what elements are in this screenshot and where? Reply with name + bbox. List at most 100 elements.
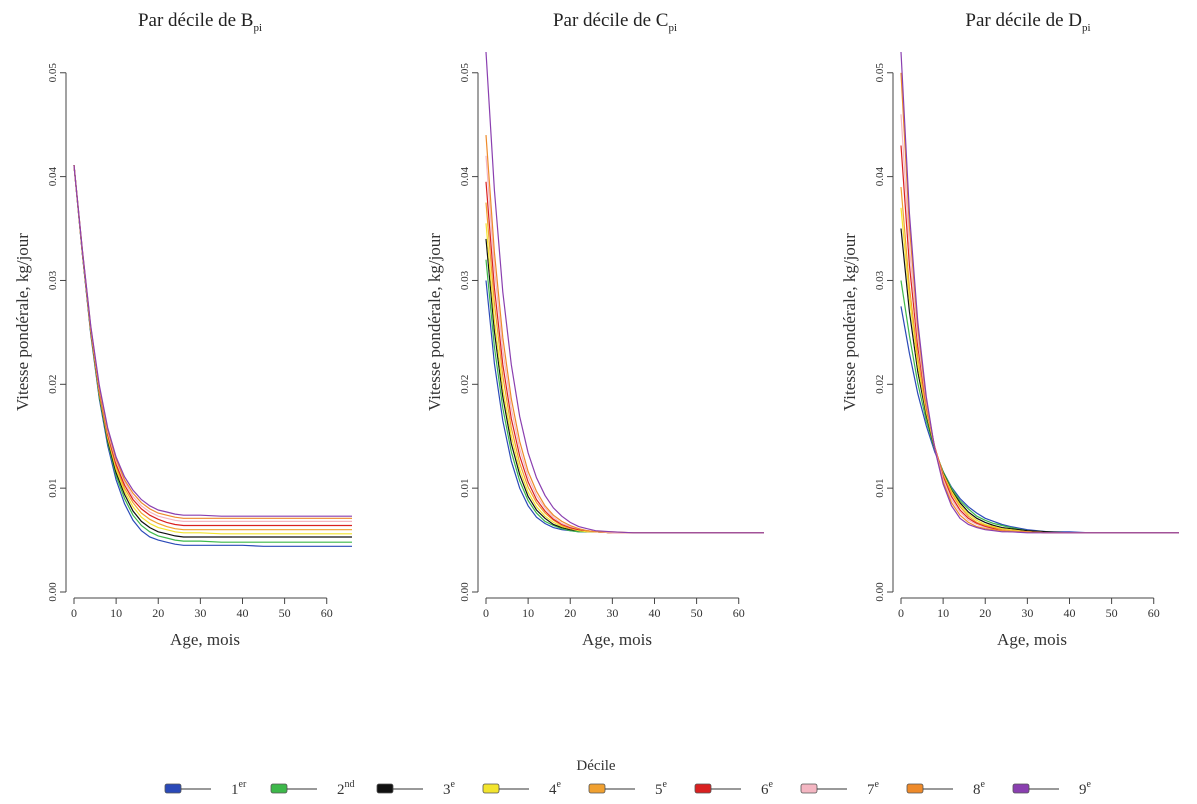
panel-title-b-text: Par décile de B (137, 10, 254, 31)
legend-title: Décile (576, 758, 615, 774)
x-tick-label: 10 (937, 606, 949, 620)
legend-swatch (906, 783, 924, 794)
series-line-6 (485, 181, 764, 534)
x-tick-label: 30 (1021, 606, 1033, 620)
legend-label: 7e (867, 779, 880, 798)
panel-title-c-text: Par décile de C (552, 10, 669, 31)
panel-title-b: Par décile de Bpi (20, 10, 380, 34)
series-line-9 (485, 51, 764, 534)
y-tick-label: 0.05 (47, 63, 59, 83)
y-tick-label: 0.03 (47, 270, 59, 290)
panel-1: 0.00 0.01 0.02 0.03 0.04 0.05 0 10 20 30 40 50 60 Age… (425, 51, 764, 649)
y-tick-label: 0.00 (874, 582, 886, 602)
panel-0: 0.00 0.01 0.02 0.03 0.04 0.05 0 10 20 30 40 50 60 Age… (13, 63, 352, 649)
x-tick-label: 40 (648, 606, 660, 620)
series-line-2 (900, 280, 1179, 534)
legend-swatch (376, 783, 394, 794)
legend-label: 2nd (337, 779, 355, 798)
series-line-9 (900, 51, 1179, 534)
y-axis-label: Vitesse pondérale, kg/jour (13, 233, 32, 411)
legend-label-sup: e (557, 779, 562, 790)
y-tick-label: 0.00 (459, 582, 471, 602)
series-line-1 (900, 306, 1179, 534)
x-tick-label: 20 (979, 606, 991, 620)
x-tick-label: 30 (194, 606, 206, 620)
series-line-5 (485, 202, 764, 534)
legend-swatch (800, 783, 818, 794)
legend-swatch (694, 783, 712, 794)
y-tick-label: 0.03 (459, 270, 471, 290)
legend-label: 9e (1079, 779, 1092, 798)
x-tick-label: 40 (1063, 606, 1075, 620)
series-line-6 (900, 145, 1179, 534)
x-tick-label: 60 (733, 606, 745, 620)
legend-item-9: 9e (1012, 779, 1092, 798)
legend-swatch (164, 783, 182, 794)
y-axis-label: Vitesse pondérale, kg/jour (425, 233, 444, 411)
legend-swatch (588, 783, 606, 794)
legend-item-5: 5e (588, 779, 668, 798)
series-line-3 (485, 238, 764, 534)
legend-label-sup: e (1087, 779, 1092, 790)
x-axis-label: Age, mois (170, 630, 240, 649)
legend-label-sup: e (451, 779, 456, 790)
y-tick-label: 0.02 (874, 375, 886, 394)
x-tick-label: 20 (564, 606, 576, 620)
x-tick-label: 30 (606, 606, 618, 620)
legend-label: 5e (655, 779, 668, 798)
legend-label-sup: nd (345, 779, 355, 790)
legend-swatch (270, 783, 288, 794)
legend-swatch (482, 783, 500, 794)
panel-2: 0.00 0.01 0.02 0.03 0.04 0.05 0 10 20 30 40 50 60 Age… (840, 51, 1179, 649)
series-line-3 (900, 228, 1179, 534)
x-tick-label: 0 (71, 606, 77, 620)
y-tick-label: 0.04 (459, 166, 471, 186)
x-tick-label: 40 (236, 606, 248, 620)
x-tick-label: 50 (279, 606, 291, 620)
legend-item-4: 4e (482, 779, 562, 798)
legend-swatch (1012, 783, 1030, 794)
x-tick-label: 0 (483, 606, 489, 620)
y-tick-label: 0.01 (874, 479, 886, 498)
legend-label: 4e (549, 779, 562, 798)
y-tick-label: 0.04 (874, 166, 886, 186)
x-axis-label: Age, mois (582, 630, 652, 649)
panel-title-c: Par décile de Cpi (435, 10, 795, 34)
series-line-2 (73, 165, 352, 543)
y-tick-label: 0.01 (47, 479, 59, 498)
series-line-7 (485, 155, 764, 534)
legend-item-1: 1er (164, 779, 247, 798)
x-axis-label: Age, mois (997, 630, 1067, 649)
legend-label-sup: er (239, 779, 247, 790)
panel-title-b-sub: pi (253, 21, 263, 34)
x-tick-label: 20 (152, 606, 164, 620)
legend-label: 8e (973, 779, 986, 798)
x-tick-label: 0 (898, 606, 904, 620)
legend-label-sup: e (663, 779, 668, 790)
legend-label-sup: e (981, 779, 986, 790)
x-tick-label: 10 (110, 606, 122, 620)
y-tick-label: 0.02 (459, 375, 471, 394)
y-tick-label: 0.00 (47, 582, 59, 602)
legend-label: 1er (231, 779, 247, 798)
panel-title-d-sub: pi (1082, 21, 1091, 34)
y-tick-label: 0.04 (47, 166, 59, 186)
series-line-3 (73, 165, 352, 538)
y-tick-label: 0.05 (459, 63, 471, 83)
legend-label-sup: e (769, 779, 774, 790)
panel-title-d: Par décile de Dpi (848, 10, 1197, 34)
legend-item-2: 2nd (270, 779, 355, 798)
legend-label-sup: e (875, 779, 880, 790)
legend-item-3: 3e (376, 779, 456, 798)
y-tick-label: 0.02 (47, 375, 59, 394)
x-tick-label: 50 (1106, 606, 1118, 620)
series-line-9 (73, 165, 352, 517)
y-tick-label: 0.05 (874, 63, 886, 83)
y-tick-label: 0.01 (459, 479, 471, 498)
legend-item-8: 8e (906, 779, 986, 798)
x-tick-label: 60 (1148, 606, 1160, 620)
x-tick-label: 60 (321, 606, 333, 620)
panel-title-c-sub: pi (668, 21, 678, 34)
